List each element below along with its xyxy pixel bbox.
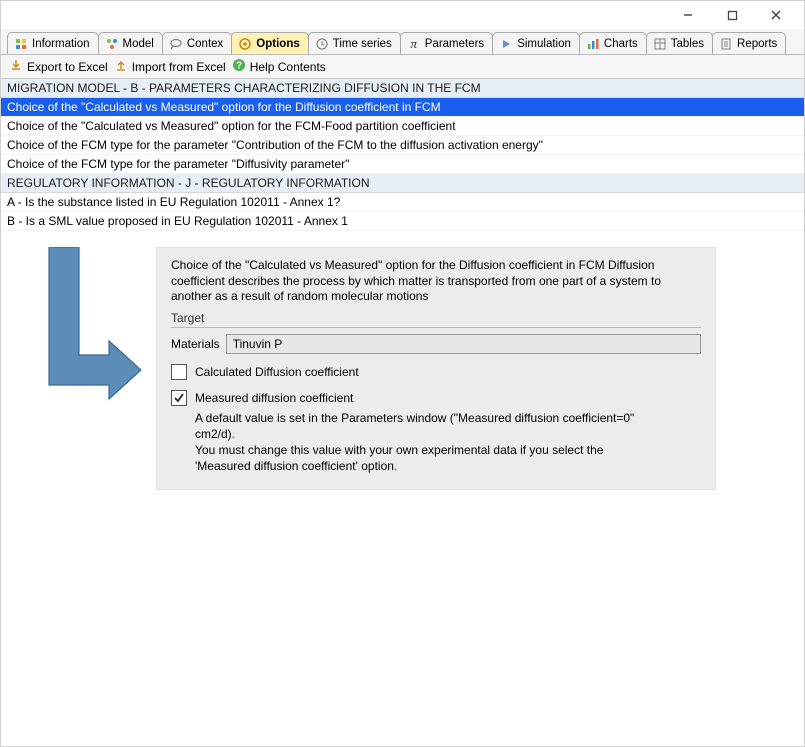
- tab-label: Information: [32, 38, 90, 50]
- help-icon: ?: [232, 58, 246, 75]
- section-header: MIGRATION MODEL - B - PARAMETERS CHARACT…: [1, 79, 804, 98]
- tab-label: Contex: [187, 38, 223, 50]
- target-label: Target: [171, 311, 701, 325]
- import-icon: [114, 58, 128, 75]
- svg-text:?: ?: [236, 61, 242, 72]
- options-icon: [238, 37, 252, 51]
- tab-label: Model: [123, 38, 154, 50]
- tables-icon: [653, 37, 667, 51]
- import-button[interactable]: Import from Excel: [114, 58, 226, 75]
- tab-label: Tables: [671, 38, 704, 50]
- play-icon: [499, 37, 513, 51]
- measured-label: Measured diffusion coefficient: [195, 391, 353, 405]
- list-item[interactable]: Choice of the FCM type for the parameter…: [1, 155, 804, 174]
- tab-label: Charts: [604, 38, 638, 50]
- tab-model[interactable]: Model: [98, 32, 163, 54]
- measured-checkbox[interactable]: [171, 390, 187, 406]
- toolbar: Export to Excel Import from Excel ? Help…: [1, 55, 804, 79]
- calculated-checkbox[interactable]: [171, 364, 187, 380]
- tab-simulation[interactable]: Simulation: [492, 32, 580, 54]
- tab-label: Time series: [333, 38, 392, 50]
- tab-label: Options: [256, 38, 299, 50]
- pi-icon: π: [407, 37, 421, 51]
- export-icon: [9, 58, 23, 75]
- tab-timeseries[interactable]: Time series: [308, 32, 401, 54]
- tab-options[interactable]: Options: [231, 32, 308, 54]
- callout-arrow: [31, 247, 141, 407]
- panel-description: Choice of the "Calculated vs Measured" o…: [171, 258, 701, 305]
- export-button[interactable]: Export to Excel: [9, 58, 108, 75]
- charts-icon: [586, 37, 600, 51]
- clock-icon: [315, 37, 329, 51]
- tab-information[interactable]: Information: [7, 32, 99, 54]
- context-icon: [169, 37, 183, 51]
- tab-label: Reports: [737, 38, 777, 50]
- import-label: Import from Excel: [132, 60, 226, 74]
- maximize-button[interactable]: [710, 3, 754, 27]
- detail-panel: Choice of the "Calculated vs Measured" o…: [156, 247, 716, 490]
- help-text: A default value is set in the Parameters…: [195, 410, 655, 475]
- help-label: Help Contents: [250, 60, 326, 74]
- close-button[interactable]: [754, 3, 798, 27]
- tab-label: Parameters: [425, 38, 484, 50]
- tab-context[interactable]: Contex: [162, 32, 232, 54]
- list-item[interactable]: B - Is a SML value proposed in EU Regula…: [1, 212, 804, 231]
- tab-tables[interactable]: Tables: [646, 32, 713, 54]
- materials-field[interactable]: Tinuvin P: [226, 334, 701, 354]
- section-header: REGULATORY INFORMATION - J - REGULATORY …: [1, 174, 804, 193]
- tab-charts[interactable]: Charts: [579, 32, 647, 54]
- help-button[interactable]: ? Help Contents: [232, 58, 326, 75]
- options-list: MIGRATION MODEL - B - PARAMETERS CHARACT…: [1, 79, 804, 231]
- list-item[interactable]: Choice of the "Calculated vs Measured" o…: [1, 117, 804, 136]
- model-icon: [105, 37, 119, 51]
- calculated-label: Calculated Diffusion coefficient: [195, 365, 359, 379]
- export-label: Export to Excel: [27, 60, 108, 74]
- materials-value: Tinuvin P: [233, 337, 283, 351]
- list-item[interactable]: Choice of the FCM type for the parameter…: [1, 136, 804, 155]
- list-item[interactable]: Choice of the "Calculated vs Measured" o…: [1, 98, 804, 117]
- tab-label: Simulation: [517, 38, 571, 50]
- tab-reports[interactable]: Reports: [712, 32, 786, 54]
- materials-label: Materials: [171, 337, 220, 351]
- reports-icon: [719, 37, 733, 51]
- divider: [171, 327, 701, 328]
- info-icon: [14, 37, 28, 51]
- list-item[interactable]: A - Is the substance listed in EU Regula…: [1, 193, 804, 212]
- minimize-button[interactable]: [666, 3, 710, 27]
- tab-parameters[interactable]: π Parameters: [400, 32, 493, 54]
- titlebar: [1, 1, 804, 29]
- tab-strip: Information Model Contex Options Time se…: [1, 29, 804, 55]
